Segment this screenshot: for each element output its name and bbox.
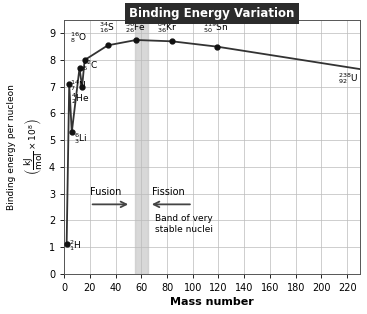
Text: $^{34}_{16}$S: $^{34}_{16}$S [99, 20, 115, 35]
Title: Binding Energy Variation: Binding Energy Variation [130, 7, 295, 20]
Text: Band of very
stable nuclei: Band of very stable nuclei [156, 214, 214, 235]
Text: Fusion: Fusion [90, 187, 121, 197]
Text: $^{16}_{8}$O: $^{16}_{8}$O [70, 30, 87, 45]
X-axis label: Mass number: Mass number [170, 297, 254, 307]
Y-axis label: Binding energy per nucleon
$\left(\dfrac{\rm kJ}{\rm mol} \times 10^8\right)$: Binding energy per nucleon $\left(\dfrac… [7, 84, 45, 210]
Text: $^{4}_{2}$He: $^{4}_{2}$He [71, 91, 89, 106]
Text: $^{238}_{92}$U: $^{238}_{92}$U [338, 71, 358, 86]
Text: $^{119}_{50}$Sn: $^{119}_{50}$Sn [203, 20, 228, 35]
Text: $^{84}_{36}$Kr: $^{84}_{36}$Kr [157, 20, 177, 35]
Bar [135, 20, 148, 274]
Text: $^{14}_{7}$N: $^{14}_{7}$N [70, 78, 86, 93]
Text: $^{12}_{6}$C: $^{12}_{6}$C [82, 58, 98, 73]
Text: $^{56}_{26}$Fe: $^{56}_{26}$Fe [124, 20, 145, 35]
Text: Fission: Fission [152, 187, 184, 197]
Text: $^{2}_{1}$H: $^{2}_{1}$H [69, 238, 81, 253]
Text: $^{6}_{3}$Li: $^{6}_{3}$Li [74, 132, 87, 146]
